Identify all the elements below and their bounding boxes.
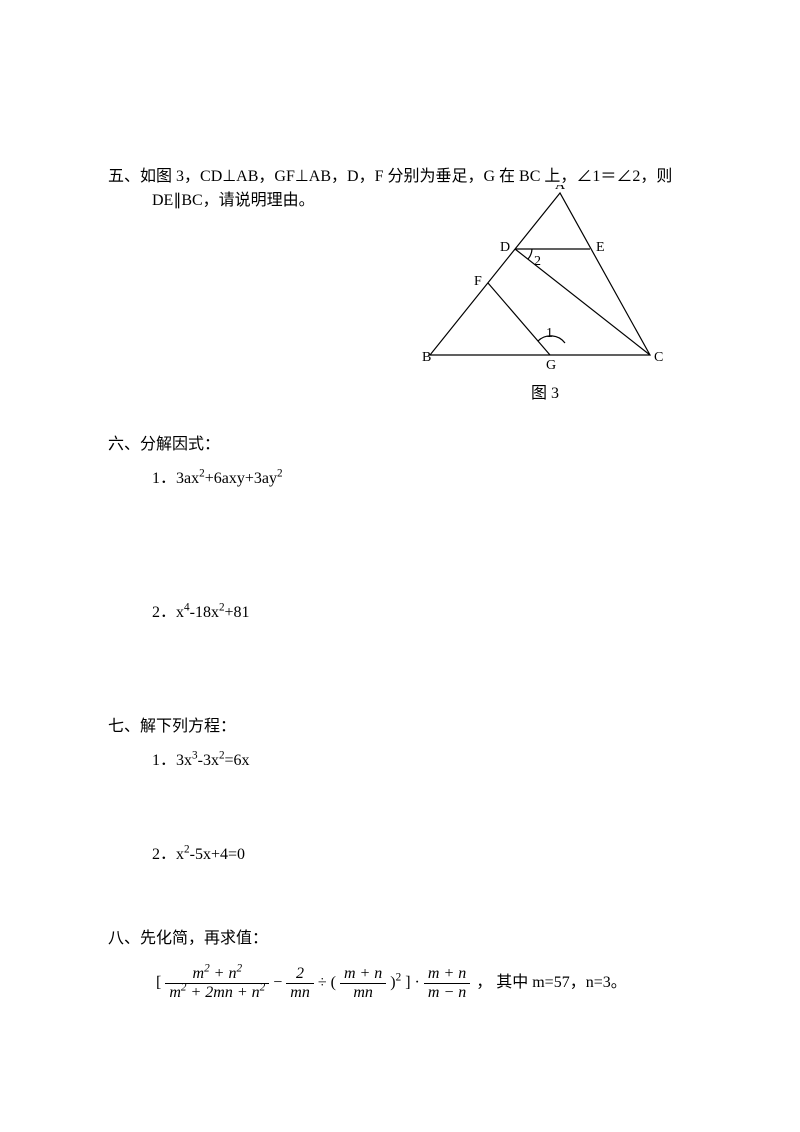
fraction-3: m + n mn <box>340 965 386 1001</box>
item-num: 2． <box>152 604 176 621</box>
vertex-g-label: G <box>546 358 556 370</box>
frac4-top: m + n <box>424 965 470 984</box>
section-eight: 八、 先化简，再求值： [ m2 + n2 m2 + 2mn + n2 − 2 … <box>108 927 718 1001</box>
section-five-num: 五、 <box>108 165 140 189</box>
vertex-a-label: A <box>555 185 566 193</box>
frac2-top: 2 <box>286 965 314 984</box>
item-num: 1． <box>152 470 176 487</box>
item-num: 1． <box>152 752 176 769</box>
vertex-c-label: C <box>654 350 663 365</box>
section-six-num: 六、 <box>108 433 140 457</box>
vertex-d-label: D <box>500 240 510 255</box>
angle-1-label: 1 <box>546 326 553 341</box>
section-six-title: 分解因式： <box>140 433 220 457</box>
item-expr: x2-5x+4=0 <box>176 846 245 863</box>
section-eight-title: 先化简，再求值： <box>140 927 268 951</box>
item-expr: 3x3-3x2=6x <box>176 752 250 769</box>
figure-caption: 图 3 <box>415 379 675 403</box>
triangle-diagram: A B C D E F G 1 2 <box>420 185 670 370</box>
section-seven-title: 解下列方程： <box>140 715 236 739</box>
item-expr: 3ax2+6axy+3ay2 <box>176 470 283 487</box>
frac1-bot: m2 + 2mn + n2 <box>165 984 269 1002</box>
fraction-1: m2 + n2 m2 + 2mn + n2 <box>165 965 269 1001</box>
section-eight-expression: [ m2 + n2 m2 + 2mn + n2 − 2 mn ÷ ( m + n… <box>152 965 718 1001</box>
vertex-b-label: B <box>422 350 431 365</box>
section-seven-item-1: 1．3x3-3x2=6x <box>152 749 718 773</box>
frac4-bot: m − n <box>424 984 470 1002</box>
angle-2-label: 2 <box>534 254 541 269</box>
section-six: 六、 分解因式： 1．3ax2+6axy+3ay2 2．x4-18x2+81 <box>108 433 718 625</box>
section-five-text2: DE∥BC，请说明理由。 <box>152 192 315 209</box>
item-expr: x4-18x2+81 <box>176 604 250 621</box>
section-six-item-1: 1．3ax2+6axy+3ay2 <box>152 467 718 491</box>
section-six-item-2: 2．x4-18x2+81 <box>152 601 718 625</box>
vertex-e-label: E <box>596 240 605 255</box>
figure-3: A B C D E F G 1 2 图 3 <box>415 185 675 403</box>
vertex-f-label: F <box>474 274 482 289</box>
fraction-4: m + n m − n <box>424 965 470 1001</box>
frac3-top: m + n <box>340 965 386 984</box>
frac2-bot: mn <box>286 984 314 1002</box>
section-seven: 七、 解下列方程： 1．3x3-3x2=6x 2．x2-5x+4=0 <box>108 715 718 867</box>
section-seven-item-2: 2．x2-5x+4=0 <box>152 843 718 867</box>
section-eight-tail: ， 其中 m=57，n=3。 <box>476 971 627 995</box>
frac3-bot: mn <box>340 984 386 1002</box>
fraction-2: 2 mn <box>286 965 314 1001</box>
section-eight-num: 八、 <box>108 927 140 951</box>
item-num: 2． <box>152 846 176 863</box>
section-seven-num: 七、 <box>108 715 140 739</box>
